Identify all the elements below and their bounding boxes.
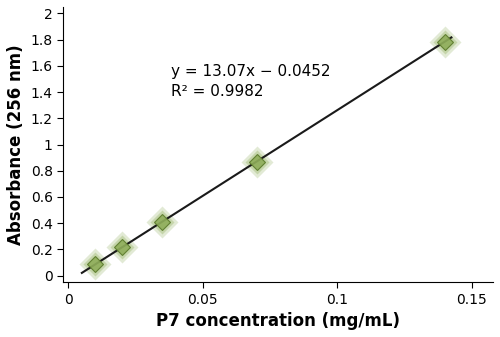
Text: y = 13.07x − 0.0452: y = 13.07x − 0.0452 bbox=[170, 64, 330, 79]
X-axis label: P7 concentration (mg/mL): P7 concentration (mg/mL) bbox=[156, 312, 400, 330]
Y-axis label: Absorbance (256 nm): Absorbance (256 nm) bbox=[7, 44, 25, 245]
Text: R² = 0.9982: R² = 0.9982 bbox=[170, 84, 263, 99]
